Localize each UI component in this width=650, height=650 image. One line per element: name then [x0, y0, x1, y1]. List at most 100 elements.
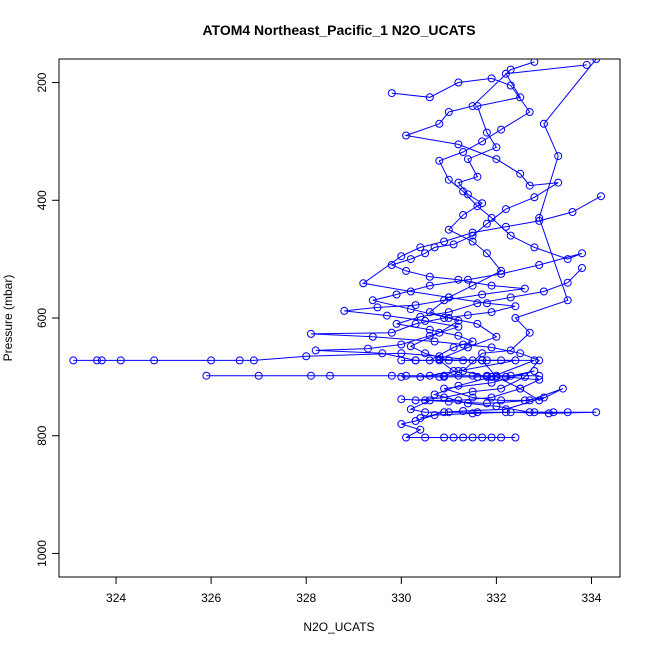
- data-point: [463, 275, 472, 284]
- data-point: [463, 311, 472, 320]
- data-point: [478, 137, 487, 146]
- data-point: [430, 337, 439, 346]
- data-point: [454, 367, 463, 375]
- data-point: [392, 290, 401, 299]
- data-point: [416, 414, 425, 423]
- data-point: [449, 367, 458, 375]
- data-point: [482, 371, 491, 380]
- data-point: [492, 332, 501, 341]
- data-point: [501, 205, 510, 214]
- data-point: [468, 228, 477, 237]
- data-point: [468, 371, 477, 380]
- data-point: [482, 219, 491, 228]
- data-point: [487, 74, 496, 83]
- data-point: [425, 93, 434, 102]
- data-point: [530, 243, 539, 252]
- data-point: [506, 65, 515, 74]
- data-point: [97, 356, 106, 365]
- data-point: [497, 433, 506, 442]
- data-point: [449, 343, 458, 352]
- data-point: [539, 119, 548, 128]
- series-line: [396, 267, 583, 413]
- data-point: [454, 381, 463, 390]
- data-point: [525, 108, 534, 116]
- data-point: [530, 193, 539, 202]
- data-point: [468, 393, 477, 402]
- data-point: [511, 302, 520, 311]
- data-point: [454, 275, 463, 284]
- data-point: [554, 178, 563, 187]
- data-point: [444, 308, 453, 317]
- data-point: [397, 356, 406, 365]
- x-tick-label: 328: [296, 591, 316, 605]
- x-tick-label: 324: [106, 591, 126, 605]
- data-point: [383, 311, 391, 320]
- data-point: [592, 408, 601, 417]
- data-point: [406, 305, 415, 314]
- data-point: [497, 269, 506, 278]
- y-axis: 200 400 600 800 1000: [35, 72, 60, 567]
- data-point: [535, 216, 544, 225]
- data-point: [473, 299, 482, 308]
- series-6: [368, 74, 586, 408]
- data-point: [530, 59, 539, 66]
- data-point: [440, 433, 449, 442]
- data-point: [473, 172, 482, 181]
- data-point: [501, 69, 510, 78]
- data-point: [454, 371, 463, 380]
- data-point: [501, 405, 510, 414]
- data-point: [511, 433, 520, 442]
- data-point: [459, 407, 468, 415]
- data-point: [392, 319, 401, 328]
- data-point: [416, 243, 425, 252]
- data-point: [116, 356, 125, 365]
- data-point: [454, 331, 463, 340]
- x-axis: 324 326 328 330 332 334: [106, 576, 602, 605]
- data-point: [402, 371, 411, 380]
- data-point: [93, 356, 101, 365]
- data-point: [530, 367, 539, 375]
- data-point: [468, 409, 477, 418]
- data-point: [501, 372, 510, 381]
- data-point: [487, 378, 496, 387]
- series-8: [392, 264, 586, 417]
- data-point: [440, 314, 449, 322]
- data-point: [307, 329, 315, 338]
- data-point: [435, 156, 444, 165]
- data-point: [478, 433, 487, 442]
- data-point: [254, 371, 263, 380]
- data-point: [421, 408, 430, 417]
- data-point: [482, 399, 491, 408]
- data-point: [454, 78, 463, 87]
- data-point: [535, 375, 544, 384]
- data-point: [487, 308, 496, 317]
- data-point: [411, 301, 420, 310]
- series-line: [315, 61, 559, 378]
- data-point: [302, 352, 311, 361]
- data-point: [463, 399, 472, 408]
- data-point: [530, 356, 539, 365]
- data-point: [497, 125, 506, 134]
- data-point: [487, 213, 496, 222]
- data-point: [487, 372, 496, 381]
- data-point: [563, 408, 572, 417]
- data-point: [406, 405, 415, 414]
- data-point: [421, 396, 430, 405]
- x-tick-label: 332: [486, 591, 506, 605]
- data-point: [506, 293, 515, 302]
- data-point: [249, 356, 258, 365]
- data-point: [459, 148, 468, 156]
- data-point: [440, 408, 449, 417]
- x-tick-label: 326: [201, 591, 221, 605]
- data-point: [563, 278, 572, 287]
- data-point: [402, 266, 411, 275]
- data-point: [207, 356, 216, 365]
- data-point: [525, 408, 534, 417]
- data-point: [425, 281, 434, 290]
- data-point: [506, 371, 515, 380]
- y-axis-label: Pressure (mbar): [1, 275, 15, 362]
- data-point: [435, 119, 444, 128]
- data-point: [497, 396, 506, 405]
- data-point: [592, 59, 601, 63]
